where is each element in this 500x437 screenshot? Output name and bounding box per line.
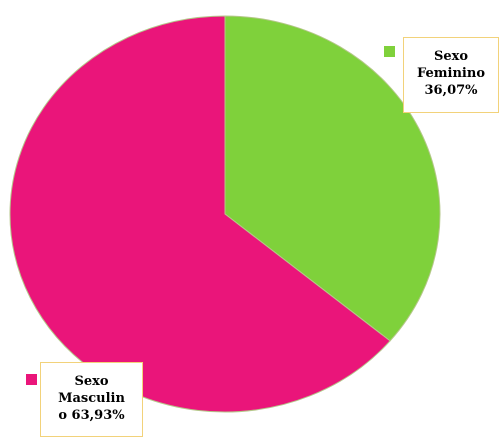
data-label-feminino-line-2: Feminino	[417, 66, 485, 81]
data-label-feminino: Sexo Feminino 36,07%	[403, 37, 499, 113]
data-label-masculino-line-1: Sexo	[74, 374, 109, 389]
slice-swatch-feminino	[384, 46, 395, 57]
data-label-feminino-line-1: Sexo	[433, 49, 469, 64]
slice-swatch-masculino	[26, 374, 37, 385]
pie-slice-masculino	[9, 15, 391, 413]
data-label-masculino-line-3: o 63,93%	[58, 408, 125, 423]
data-label-masculino: Sexo Masculin o 63,93%	[40, 362, 143, 437]
pie-slice-feminino	[224, 15, 441, 342]
data-label-masculino-line-2: Masculin	[58, 391, 125, 406]
data-label-feminino-line-3: 36,07%	[424, 83, 478, 98]
